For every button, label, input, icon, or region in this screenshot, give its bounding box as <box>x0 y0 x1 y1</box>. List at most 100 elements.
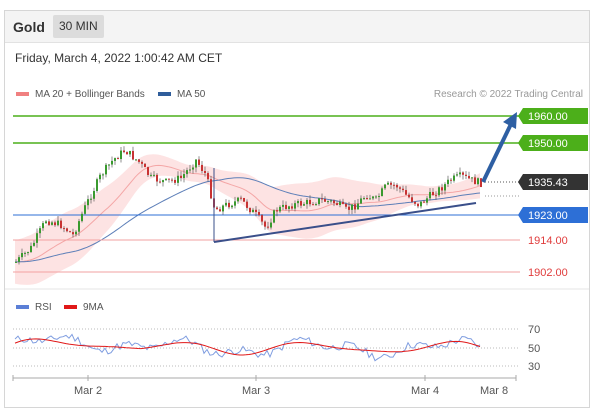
candle-body <box>75 231 77 235</box>
candle-body <box>312 204 314 206</box>
candle-body <box>63 228 65 230</box>
candle-body <box>273 210 275 223</box>
candle-body <box>90 198 92 200</box>
candle-body <box>441 187 443 191</box>
candle-body <box>420 201 422 207</box>
candle-body <box>324 198 326 202</box>
candle-body <box>351 204 353 210</box>
candle-body <box>222 205 224 212</box>
candle-body <box>276 210 278 212</box>
candle-body <box>24 252 26 254</box>
candle-body <box>18 257 20 262</box>
candle-body <box>453 175 455 181</box>
svg-text:1950.00: 1950.00 <box>528 138 568 150</box>
candle-body <box>21 253 23 258</box>
candle-body <box>270 222 272 228</box>
candle-body <box>150 174 152 176</box>
instrument-title: Gold <box>13 19 45 35</box>
candle-body <box>165 178 167 181</box>
candle-body <box>156 174 158 182</box>
candle-body <box>66 228 68 232</box>
candle-body <box>93 190 95 199</box>
candle-body <box>135 159 137 161</box>
candle-body <box>69 231 71 233</box>
ma9-legend-label: 9MA <box>83 302 104 313</box>
candle-body <box>369 198 371 200</box>
candle-body <box>267 226 269 228</box>
candle-body <box>153 174 155 176</box>
candle-body <box>327 201 329 203</box>
candle-body <box>354 204 356 210</box>
candle-body <box>285 204 287 209</box>
candle-body <box>456 174 458 176</box>
candle-body <box>177 175 179 183</box>
candle-body <box>192 167 194 170</box>
candle-body <box>414 201 416 204</box>
candle-body <box>234 201 236 206</box>
candle-body <box>114 158 116 161</box>
candle-body <box>84 205 86 214</box>
candle-body <box>480 178 482 187</box>
svg-text:1960.00: 1960.00 <box>528 111 568 123</box>
candle-body <box>372 196 374 199</box>
candle-body <box>102 174 104 176</box>
candle-body <box>432 191 434 196</box>
candle-body <box>204 171 206 174</box>
candle-body <box>96 179 98 191</box>
candle-body <box>246 201 248 208</box>
candle-body <box>315 204 317 206</box>
candle-body <box>252 209 254 213</box>
candle-body <box>111 160 113 165</box>
ma50-legend-label: MA 50 <box>177 89 206 100</box>
candle-body <box>45 221 47 224</box>
candle-body <box>258 212 260 216</box>
candle-body <box>126 152 128 155</box>
forecast-arrow-shaft <box>481 123 513 183</box>
support-label-1914: 1914.00 <box>528 235 568 247</box>
candle-body <box>132 150 134 160</box>
candle-body <box>402 188 404 191</box>
rsi-9ma-line <box>14 338 481 356</box>
price-tag-1923: 1923.00 <box>518 207 588 223</box>
svg-text:1935.43: 1935.43 <box>528 177 568 189</box>
candle-body <box>375 196 377 198</box>
candle-body <box>384 184 386 189</box>
rsi-level-70: 70 <box>528 324 540 336</box>
candle-body <box>309 199 311 205</box>
candle-body <box>279 206 281 212</box>
candle-body <box>345 203 347 207</box>
timeframe-badge[interactable]: 30 MIN <box>53 15 104 38</box>
candle-body <box>360 198 362 204</box>
candle-body <box>396 184 398 188</box>
candle-body <box>138 159 140 162</box>
candle-body <box>249 207 251 213</box>
candle-body <box>330 200 332 202</box>
candle-body <box>108 164 110 166</box>
candle-body <box>78 221 80 232</box>
candlestick-series <box>15 146 482 265</box>
candle-body <box>15 261 17 263</box>
candle-body <box>303 204 305 206</box>
candle-body <box>27 252 29 254</box>
candle-body <box>51 222 53 225</box>
bollinger-legend-swatch <box>16 92 29 96</box>
rsi-level-50: 50 <box>528 343 540 355</box>
candle-body <box>381 188 383 197</box>
candle-body <box>318 198 320 205</box>
candle-body <box>447 179 449 185</box>
candle-body <box>300 201 302 206</box>
candle-body <box>129 150 131 155</box>
candle-body <box>435 195 437 197</box>
svg-text:1923.00: 1923.00 <box>528 210 568 222</box>
rsi-legend-label: RSI <box>35 302 52 313</box>
rsi-level-30: 30 <box>528 361 540 373</box>
candle-body <box>468 175 470 179</box>
candle-body <box>231 205 233 208</box>
candle-body <box>81 213 83 222</box>
candle-body <box>465 174 467 176</box>
candle-body <box>390 182 392 185</box>
candle-body <box>405 190 407 195</box>
candle-body <box>477 178 479 185</box>
candle-body <box>216 207 218 210</box>
ma20-line <box>14 164 481 263</box>
